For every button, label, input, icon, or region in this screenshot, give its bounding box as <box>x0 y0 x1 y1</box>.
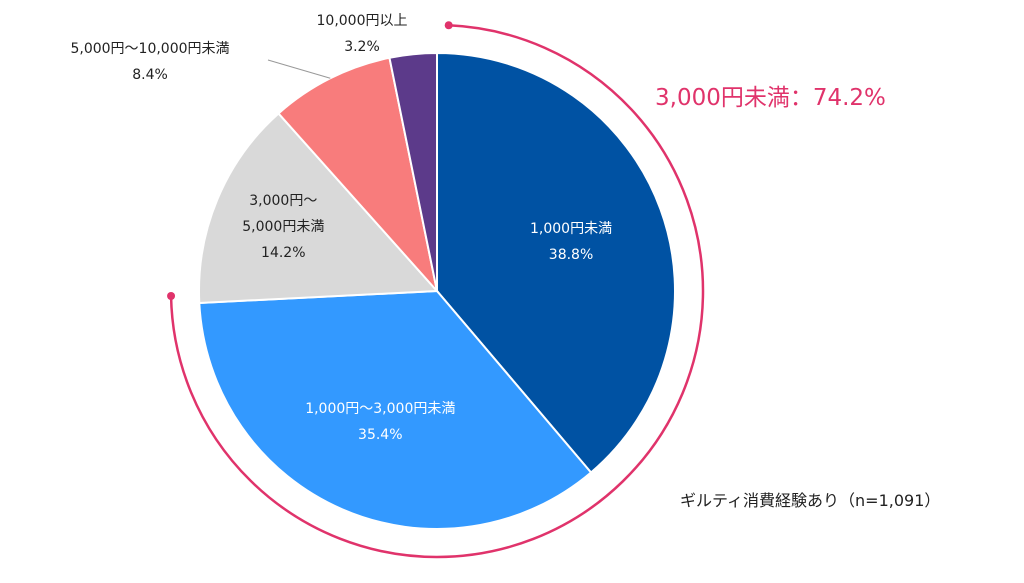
pie-slice <box>388 51 438 292</box>
annotation: 3,000円未満：74.2% <box>655 85 886 111</box>
category-label: 10,000円以上 <box>316 13 408 29</box>
value-label: 38.8% <box>548 246 594 263</box>
slice-label: 5,000円～10,000円未満 8.4% <box>70 36 229 88</box>
slice-label: 1,000円～3,000円未満 35.4% <box>305 396 455 448</box>
value-label: 14.2% <box>261 244 306 261</box>
value-label: 3.2% <box>344 39 380 55</box>
pie-slice <box>198 112 440 305</box>
slice-label: 10,000円以上 3.2% <box>317 8 408 60</box>
value-label: 8.4% <box>132 67 168 83</box>
leader-line <box>267 59 331 79</box>
bracket-arc <box>169 24 705 559</box>
bracket-dot <box>444 21 453 30</box>
slice-label: 3,000円～ 5,000円未満 14.2% <box>242 188 324 266</box>
pie-slice <box>436 51 676 474</box>
pie-slice <box>198 289 593 530</box>
category-label: 3,000円～ 5,000円未満 <box>242 192 325 235</box>
category-label: 5,000円～10,000円未満 <box>70 41 230 57</box>
bracket-dot <box>167 292 176 301</box>
note: ギルティ消費経験あり（n=1,091） <box>680 491 941 510</box>
category-label: 1,000円～3,000円未満 <box>305 401 456 418</box>
category-label: 1,000円未満 <box>530 220 613 237</box>
value-label: 35.4% <box>358 427 403 444</box>
slice-label: 1,000円未満 38.8% <box>530 216 612 268</box>
